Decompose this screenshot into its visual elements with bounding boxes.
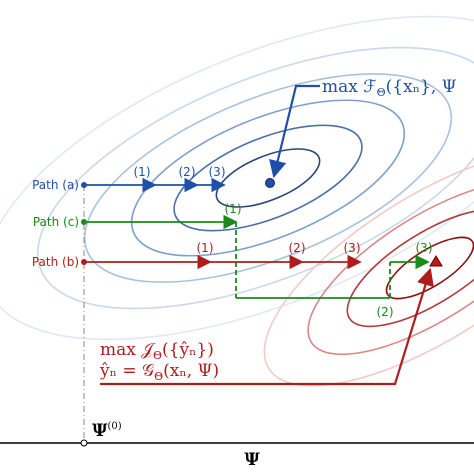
path-c bbox=[84, 214, 430, 299]
upper-contours bbox=[0, 15, 474, 341]
step-label: (1) bbox=[134, 165, 151, 179]
lower-contours bbox=[263, 149, 474, 387]
upper-callout bbox=[269, 84, 320, 179]
path-label: Path (a) bbox=[32, 178, 79, 192]
upper-objective: max ℱΘ({xₙ}, Ψ bbox=[322, 77, 457, 99]
step-label: (2) bbox=[377, 305, 394, 319]
lower-callout bbox=[100, 267, 434, 386]
lower-objective: max 𝒥Θ({ŷₙ}) bbox=[100, 340, 214, 362]
start-label: Ψ(0) bbox=[92, 421, 122, 441]
start-point bbox=[80, 439, 88, 447]
step-label: (2) bbox=[289, 241, 306, 255]
step-label: (1) bbox=[197, 241, 214, 255]
lower-optimum bbox=[429, 255, 443, 267]
step-label: (3) bbox=[344, 241, 361, 255]
step-label: (2) bbox=[179, 165, 196, 179]
path-label: Path (c) bbox=[33, 215, 79, 229]
step-label: (1) bbox=[225, 202, 242, 216]
lower-definition: ŷₙ = 𝒢Θ(xₙ, Ψ) bbox=[99, 361, 219, 383]
upper-optimum bbox=[265, 178, 275, 188]
step-label: (3) bbox=[416, 241, 433, 255]
path-label: Path (b) bbox=[32, 255, 79, 269]
axis-label: Ψ bbox=[244, 450, 260, 470]
step-label: (3) bbox=[209, 165, 226, 179]
